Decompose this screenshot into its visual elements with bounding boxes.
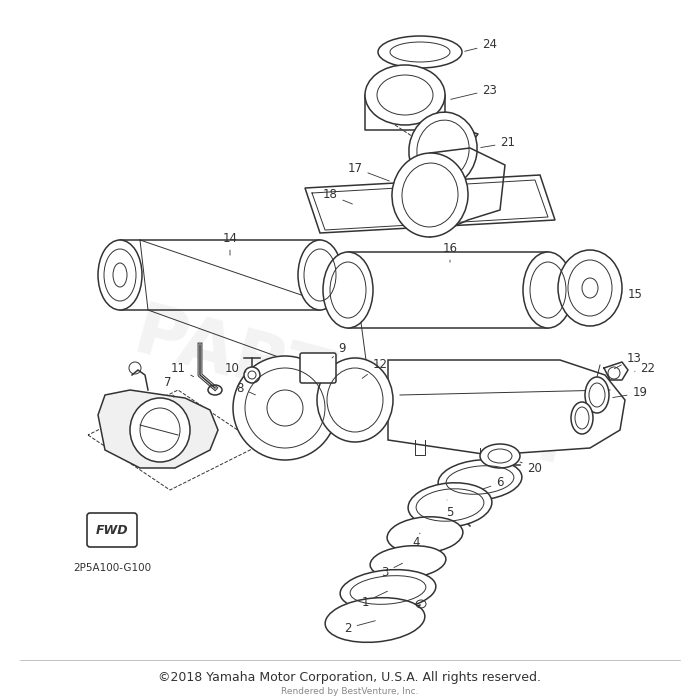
Text: 7: 7	[164, 377, 174, 398]
Text: PARTSFISH: PARTSFISH	[126, 299, 574, 481]
Ellipse shape	[438, 460, 522, 500]
Text: 14: 14	[223, 232, 237, 256]
Text: 1: 1	[361, 592, 388, 608]
Text: 19: 19	[612, 386, 648, 400]
Ellipse shape	[409, 112, 477, 188]
Ellipse shape	[392, 153, 468, 237]
Text: 13: 13	[615, 351, 641, 369]
Text: ©2018 Yamaha Motor Corporation, U.S.A. All rights reserved.: ©2018 Yamaha Motor Corporation, U.S.A. A…	[158, 671, 542, 683]
Text: 8: 8	[237, 382, 256, 395]
Polygon shape	[98, 390, 218, 468]
Ellipse shape	[298, 240, 342, 310]
Ellipse shape	[387, 517, 463, 553]
Text: 23: 23	[451, 83, 498, 99]
Text: Rendered by BestVenture, Inc.: Rendered by BestVenture, Inc.	[281, 687, 419, 696]
Text: 12: 12	[362, 358, 388, 378]
Text: 3: 3	[382, 564, 402, 578]
Ellipse shape	[130, 398, 190, 462]
Ellipse shape	[98, 240, 142, 310]
Polygon shape	[305, 175, 555, 233]
Ellipse shape	[558, 250, 622, 326]
Ellipse shape	[585, 377, 609, 413]
Ellipse shape	[340, 570, 436, 610]
Text: 22: 22	[635, 361, 655, 374]
Text: 16: 16	[442, 241, 458, 262]
Ellipse shape	[370, 546, 446, 578]
Text: 9: 9	[332, 342, 346, 358]
Text: 24: 24	[465, 38, 498, 52]
Text: 2: 2	[344, 621, 375, 634]
Ellipse shape	[571, 402, 593, 434]
Text: 11: 11	[171, 361, 194, 377]
Ellipse shape	[480, 444, 520, 468]
Text: 21: 21	[481, 136, 515, 150]
Ellipse shape	[326, 598, 425, 643]
Text: 20: 20	[520, 461, 542, 475]
Text: 17: 17	[347, 162, 389, 181]
Ellipse shape	[233, 356, 337, 460]
Ellipse shape	[244, 367, 260, 383]
FancyBboxPatch shape	[300, 353, 336, 383]
Ellipse shape	[317, 358, 393, 442]
Ellipse shape	[365, 65, 445, 125]
Text: FWD: FWD	[96, 524, 128, 536]
Ellipse shape	[323, 252, 373, 328]
Polygon shape	[388, 360, 625, 455]
FancyBboxPatch shape	[87, 513, 137, 547]
Text: 18: 18	[323, 188, 352, 204]
Text: 2P5A100-G100: 2P5A100-G100	[73, 563, 151, 573]
Text: 10: 10	[225, 361, 246, 374]
Ellipse shape	[523, 252, 573, 328]
Text: 15: 15	[622, 288, 643, 302]
Text: 6: 6	[482, 477, 504, 489]
Text: 5: 5	[447, 500, 454, 519]
Text: 4: 4	[412, 533, 420, 550]
Ellipse shape	[408, 483, 492, 527]
